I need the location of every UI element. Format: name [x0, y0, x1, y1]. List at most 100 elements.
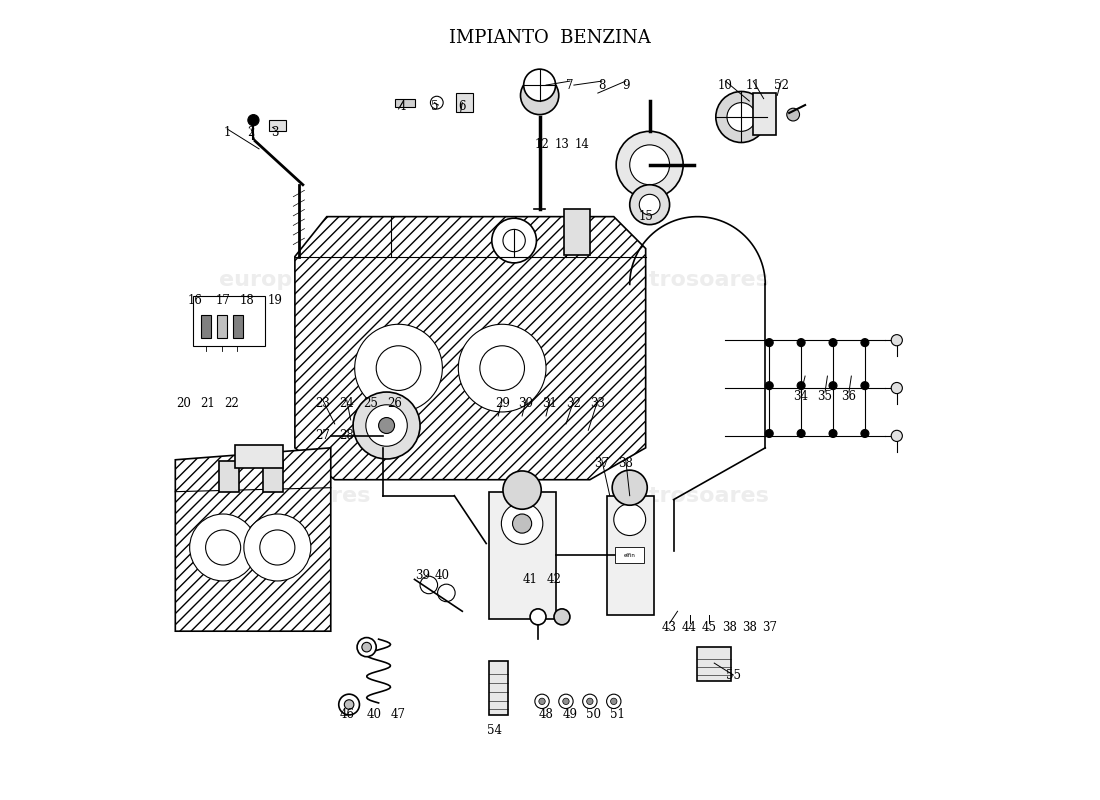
Text: 39: 39	[415, 569, 430, 582]
Text: 9: 9	[621, 78, 629, 91]
Circle shape	[798, 338, 805, 346]
Circle shape	[614, 504, 646, 535]
Circle shape	[358, 638, 376, 657]
Circle shape	[786, 108, 800, 121]
Text: 36: 36	[842, 390, 857, 402]
Bar	[607, 496, 653, 615]
Circle shape	[583, 694, 597, 709]
Text: 33: 33	[591, 398, 605, 410]
Text: 23: 23	[316, 398, 330, 410]
Text: 28: 28	[339, 430, 354, 442]
Text: elfin: elfin	[624, 553, 636, 558]
Bar	[395, 98, 416, 107]
Circle shape	[629, 145, 670, 185]
Text: IMPIANTO  BENZINA: IMPIANTO BENZINA	[449, 30, 651, 47]
Circle shape	[438, 584, 455, 602]
Text: 22: 22	[223, 398, 239, 410]
Circle shape	[459, 324, 546, 412]
Text: 26: 26	[387, 398, 402, 410]
Text: 29: 29	[495, 398, 509, 410]
Text: 42: 42	[547, 573, 561, 586]
Circle shape	[766, 430, 773, 438]
Text: 40: 40	[367, 709, 382, 722]
Text: 34: 34	[793, 390, 808, 402]
Circle shape	[829, 382, 837, 390]
Circle shape	[891, 382, 902, 394]
Bar	[564, 209, 590, 255]
Text: 7: 7	[566, 78, 574, 91]
Circle shape	[727, 102, 756, 131]
Circle shape	[344, 700, 354, 710]
Text: 50: 50	[586, 709, 602, 722]
Text: 1: 1	[223, 126, 231, 139]
Text: 52: 52	[773, 78, 789, 91]
Circle shape	[244, 514, 311, 581]
Polygon shape	[295, 217, 646, 480]
Bar	[217, 315, 227, 338]
Text: 4: 4	[399, 100, 406, 113]
Circle shape	[586, 698, 593, 705]
Circle shape	[376, 346, 421, 390]
Text: 40: 40	[434, 569, 450, 582]
Circle shape	[798, 430, 805, 438]
Circle shape	[891, 430, 902, 442]
Circle shape	[248, 114, 258, 126]
Text: 35: 35	[817, 390, 833, 402]
Circle shape	[492, 218, 537, 263]
Bar	[754, 93, 776, 134]
Circle shape	[189, 514, 256, 581]
Circle shape	[798, 382, 805, 390]
Text: 38: 38	[741, 621, 757, 634]
Text: 55: 55	[726, 669, 741, 682]
Circle shape	[366, 405, 407, 446]
Circle shape	[430, 96, 443, 109]
Text: 45: 45	[702, 621, 717, 634]
Text: 13: 13	[554, 138, 570, 151]
Circle shape	[513, 514, 531, 533]
Text: 37: 37	[594, 458, 609, 470]
Circle shape	[891, 334, 902, 346]
Text: 25: 25	[363, 398, 378, 410]
Text: europ     res: europ res	[219, 270, 371, 290]
Circle shape	[559, 694, 573, 709]
Text: 12: 12	[535, 138, 549, 151]
Circle shape	[339, 694, 360, 715]
Bar	[219, 462, 239, 492]
Text: 41: 41	[522, 573, 538, 586]
Circle shape	[354, 324, 442, 412]
Bar	[488, 661, 508, 715]
Text: europ     res: europ res	[219, 486, 371, 506]
Text: 30: 30	[518, 398, 534, 410]
Bar	[201, 315, 211, 338]
Bar	[233, 315, 243, 338]
Circle shape	[480, 346, 525, 390]
Text: 20: 20	[176, 398, 190, 410]
Circle shape	[716, 91, 767, 142]
Text: 5: 5	[431, 100, 438, 113]
Circle shape	[861, 338, 869, 346]
Text: 17: 17	[216, 294, 231, 307]
Circle shape	[539, 698, 546, 705]
Text: 24: 24	[339, 398, 354, 410]
Bar	[455, 93, 473, 112]
Circle shape	[524, 69, 556, 101]
Text: 32: 32	[566, 398, 582, 410]
Text: 2: 2	[248, 126, 255, 139]
Circle shape	[520, 76, 559, 114]
Text: 18: 18	[240, 294, 254, 307]
Text: 11: 11	[746, 78, 761, 91]
Bar	[697, 647, 732, 681]
Circle shape	[629, 185, 670, 225]
Text: 43: 43	[662, 621, 678, 634]
Circle shape	[206, 530, 241, 565]
Text: 16: 16	[188, 294, 202, 307]
Text: 47: 47	[390, 709, 406, 722]
Circle shape	[829, 338, 837, 346]
Text: 38: 38	[618, 458, 634, 470]
Text: 51: 51	[610, 709, 625, 722]
Text: 27: 27	[316, 430, 330, 442]
Circle shape	[378, 418, 395, 434]
Bar	[615, 547, 645, 563]
Bar	[192, 296, 265, 346]
Polygon shape	[175, 448, 331, 631]
